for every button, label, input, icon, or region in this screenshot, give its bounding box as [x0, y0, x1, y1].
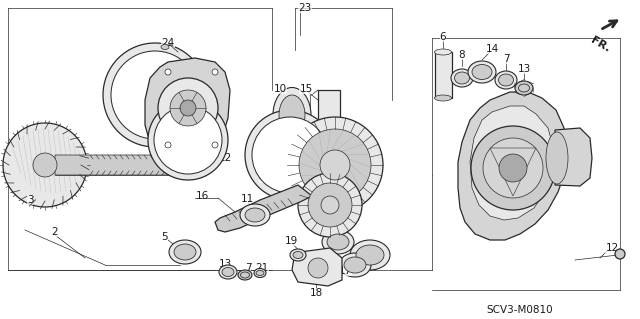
- Ellipse shape: [238, 270, 252, 280]
- Ellipse shape: [344, 257, 366, 273]
- Text: FR.: FR.: [589, 35, 611, 54]
- Polygon shape: [318, 90, 340, 148]
- Circle shape: [245, 110, 335, 200]
- Ellipse shape: [240, 204, 270, 226]
- Polygon shape: [435, 52, 452, 98]
- Ellipse shape: [327, 234, 349, 250]
- Circle shape: [483, 138, 543, 198]
- Circle shape: [308, 183, 352, 227]
- Text: 10: 10: [273, 84, 287, 94]
- Ellipse shape: [454, 72, 470, 84]
- Ellipse shape: [219, 265, 237, 279]
- Circle shape: [165, 142, 171, 148]
- Circle shape: [471, 126, 555, 210]
- Circle shape: [499, 154, 527, 182]
- Circle shape: [212, 69, 218, 75]
- Text: 1: 1: [189, 163, 195, 173]
- Ellipse shape: [322, 230, 354, 254]
- Text: 18: 18: [309, 288, 323, 298]
- Circle shape: [154, 106, 222, 174]
- Ellipse shape: [222, 268, 234, 277]
- Ellipse shape: [468, 61, 496, 83]
- Circle shape: [148, 100, 228, 180]
- Circle shape: [180, 100, 196, 116]
- Text: 5: 5: [162, 232, 168, 242]
- Circle shape: [158, 78, 218, 138]
- Text: 7: 7: [502, 54, 509, 64]
- Polygon shape: [490, 148, 536, 196]
- Ellipse shape: [245, 208, 265, 222]
- Circle shape: [298, 173, 362, 237]
- Ellipse shape: [161, 44, 169, 49]
- Text: SCV3-M0810: SCV3-M0810: [486, 305, 554, 315]
- Text: 13: 13: [218, 259, 232, 269]
- Text: 23: 23: [298, 3, 312, 13]
- Ellipse shape: [290, 249, 306, 261]
- Ellipse shape: [435, 95, 451, 101]
- Text: 8: 8: [459, 50, 465, 60]
- Ellipse shape: [256, 271, 264, 276]
- Text: 24: 24: [161, 38, 175, 48]
- Text: 15: 15: [300, 84, 312, 94]
- Polygon shape: [458, 92, 568, 240]
- Circle shape: [33, 153, 57, 177]
- Circle shape: [287, 117, 383, 213]
- Circle shape: [170, 90, 206, 126]
- Text: 20: 20: [131, 72, 145, 82]
- Circle shape: [165, 69, 171, 75]
- Circle shape: [111, 51, 199, 139]
- Polygon shape: [470, 106, 554, 220]
- Ellipse shape: [495, 71, 517, 89]
- Ellipse shape: [546, 132, 568, 184]
- Text: 17: 17: [339, 266, 351, 276]
- Ellipse shape: [254, 269, 266, 278]
- Text: 3: 3: [27, 195, 33, 205]
- Ellipse shape: [339, 253, 371, 277]
- Circle shape: [212, 142, 218, 148]
- Circle shape: [103, 43, 207, 147]
- Text: 7: 7: [244, 263, 252, 273]
- Text: 9: 9: [326, 220, 333, 230]
- Text: 20: 20: [268, 160, 282, 170]
- Text: 13: 13: [517, 64, 531, 74]
- Ellipse shape: [499, 74, 513, 86]
- Ellipse shape: [518, 84, 529, 92]
- Text: 6: 6: [440, 32, 446, 42]
- Polygon shape: [292, 248, 342, 286]
- Circle shape: [252, 117, 328, 193]
- Ellipse shape: [279, 95, 305, 135]
- Text: 4: 4: [259, 173, 266, 183]
- Ellipse shape: [451, 69, 473, 87]
- Ellipse shape: [293, 251, 303, 258]
- Text: 16: 16: [195, 191, 209, 201]
- Ellipse shape: [350, 240, 390, 270]
- Polygon shape: [555, 128, 592, 186]
- Ellipse shape: [515, 81, 533, 95]
- Ellipse shape: [435, 49, 451, 55]
- Circle shape: [308, 258, 328, 278]
- Ellipse shape: [169, 240, 201, 264]
- Polygon shape: [145, 58, 230, 158]
- Polygon shape: [215, 185, 312, 232]
- Ellipse shape: [356, 245, 384, 265]
- Text: 14: 14: [485, 44, 499, 54]
- Circle shape: [320, 150, 350, 180]
- Ellipse shape: [273, 87, 311, 143]
- Circle shape: [3, 123, 87, 207]
- Ellipse shape: [472, 64, 492, 79]
- Text: 22: 22: [218, 153, 232, 163]
- Polygon shape: [55, 155, 195, 175]
- Polygon shape: [185, 160, 200, 170]
- Circle shape: [321, 196, 339, 214]
- Text: 11: 11: [241, 194, 253, 204]
- Ellipse shape: [174, 244, 196, 260]
- Circle shape: [299, 129, 371, 201]
- Ellipse shape: [241, 272, 250, 278]
- Text: 19: 19: [284, 236, 298, 246]
- Circle shape: [615, 249, 625, 259]
- Text: 21: 21: [255, 263, 269, 273]
- Text: 2: 2: [52, 227, 58, 237]
- Text: 12: 12: [605, 243, 619, 253]
